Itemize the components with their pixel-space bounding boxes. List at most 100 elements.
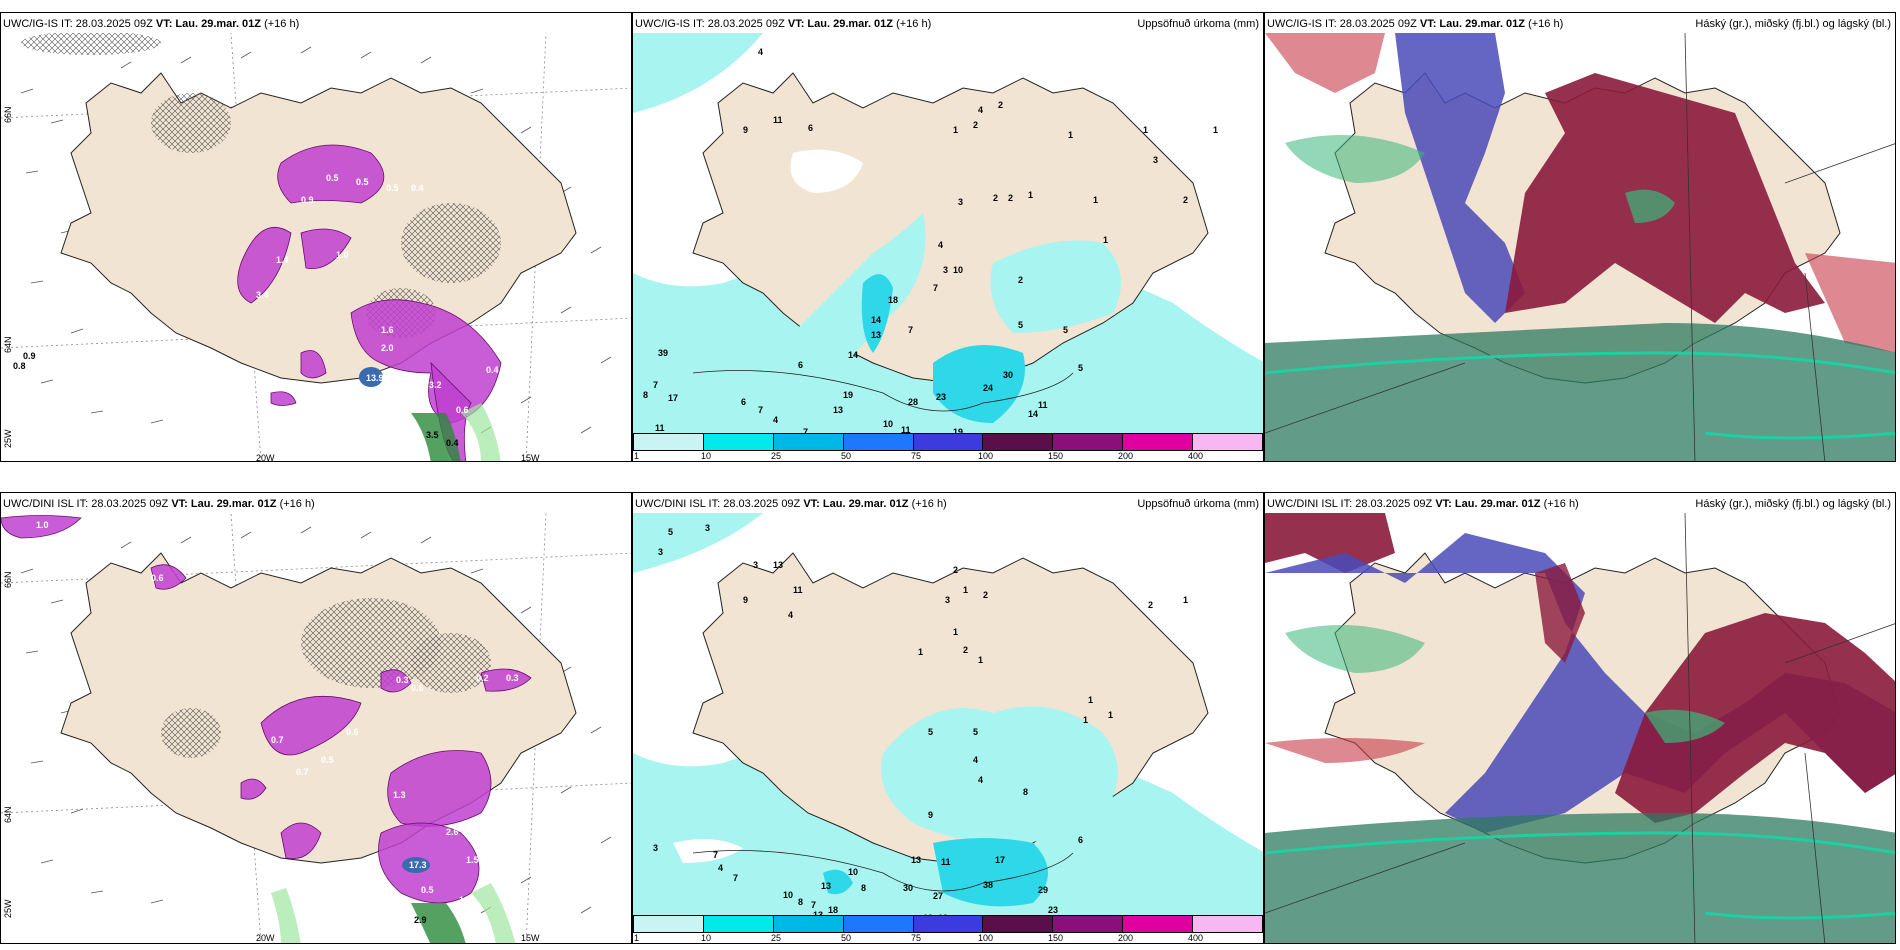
colorbar-segment: [843, 434, 914, 450]
value-label: 2: [1008, 193, 1013, 203]
value-label: 7: [908, 325, 913, 335]
panel-header: UWC/IG-IS IT: 28.03.2025 09Z VT: Lau. 29…: [1267, 15, 1891, 33]
lon-label: 20W: [256, 933, 275, 943]
value-label: 11: [941, 857, 951, 867]
value-label: 0.3: [396, 675, 409, 685]
value-label: 9: [743, 595, 748, 605]
map-canvas[interactable]: [1265, 513, 1896, 944]
value-label: 30: [903, 883, 913, 893]
lat-label: 25W: [3, 429, 13, 448]
value-label: 0.6: [151, 573, 164, 583]
value-label: 29: [1038, 885, 1048, 895]
colorbar-tick: 1: [634, 451, 640, 461]
valid-time: VT: Lau. 29.mar. 01Z: [1419, 18, 1526, 30]
colorbar-tick: 75: [911, 933, 922, 943]
colorbar-segment: [913, 916, 984, 932]
colorbar-tick: 150: [1048, 933, 1064, 943]
value-label: 1: [1093, 195, 1098, 205]
colorbar-segment: [703, 916, 774, 932]
value-label: 2: [1148, 600, 1153, 610]
lon-label: 15W: [521, 453, 540, 462]
value-label: 24: [983, 383, 993, 393]
value-label: 3: [943, 265, 948, 275]
value-label: 10: [848, 867, 858, 877]
lead-time: (+16 h): [896, 18, 932, 30]
map-panel-r1-precip: UWC/IG-IS IT: 28.03.2025 09Z VT: Lau. 29…: [632, 12, 1264, 462]
lat-label: 64N: [3, 336, 13, 353]
value-label: 7: [758, 405, 763, 415]
value-label: 1.0: [336, 250, 349, 260]
value-label: 14: [1028, 409, 1038, 419]
colorbar-tick: 10: [701, 933, 712, 943]
colorbar-segment: [773, 916, 844, 932]
map-canvas[interactable]: [1265, 33, 1896, 462]
colorbar-segment: [634, 434, 704, 450]
colorbar-segment: [634, 916, 704, 932]
value-label: 1: [1213, 125, 1218, 135]
value-label: 13: [773, 560, 783, 570]
value-label: 30: [1003, 370, 1013, 380]
colorbar-tick: 400: [1188, 933, 1204, 943]
colorbar-tick: 200: [1118, 933, 1134, 943]
map-canvas[interactable]: 1.0 0.6 0.3 0.2 0.3 0.6 0.7 0.6 0.7 0.5 …: [1, 513, 632, 944]
value-label: 27: [933, 891, 943, 901]
value-label: 0.9: [23, 351, 36, 361]
valid-time: VT: Lau. 29.mar. 01Z: [155, 18, 262, 30]
value-label: 13.9: [366, 373, 384, 383]
panel-header: UWC/IG-IS IT: 28.03.2025 09Z VT: Lau. 29…: [635, 15, 1259, 33]
value-label: 10: [953, 265, 963, 275]
lead-time: (+16 h): [911, 498, 947, 510]
value-label: 1: [1028, 190, 1033, 200]
map-canvas[interactable]: 0.5 0.5 0.5 0.4 0.9 1.4 1.0 3.4 1.6 2.0 …: [1, 33, 632, 462]
value-label: 0.9: [301, 195, 314, 205]
value-label: 0.5: [421, 885, 434, 895]
lon-label: 20W: [256, 453, 275, 462]
value-label: 11: [901, 425, 911, 435]
value-label: 8: [798, 897, 803, 907]
map-panel-r2-clouds: UWC/DINI ISL IT: 28.03.2025 09Z VT: Lau.…: [1264, 492, 1896, 944]
colorbar-segment: [983, 434, 1054, 450]
value-label: 9: [928, 810, 933, 820]
panel-title: UWC/IG-IS IT: 28.03.2025 09Z: [1267, 18, 1417, 30]
panel-header: UWC/DINI ISL IT: 28.03.2025 09Z VT: Lau.…: [635, 495, 1259, 513]
value-label: 13: [833, 405, 843, 415]
map-canvas[interactable]: 4 9 11 6 1 2 4 2 1 1 3 2 2 1 3 4 3 10 7 …: [633, 33, 1264, 443]
value-label: 7: [811, 900, 816, 910]
value-label: 1: [953, 627, 958, 637]
value-label: 4: [978, 105, 983, 115]
valid-time: VT: Lau. 29.mar. 01Z: [171, 498, 277, 510]
panel-header: UWC/DINI ISL IT: 28.03.2025 09Z VT: Lau.…: [3, 495, 627, 513]
map-canvas[interactable]: 5 3 3 3 13 11 9 4 2 1 3 2 1 1 1 2 1 5 5 …: [633, 513, 1264, 925]
colorbar-segment: [1053, 434, 1124, 450]
map-panel-r2-precip: UWC/DINI ISL IT: 28.03.2025 09Z VT: Lau.…: [632, 492, 1264, 944]
lat-label: 64N: [3, 806, 13, 823]
value-label: 4: [978, 775, 983, 785]
lat-label: 25W: [3, 899, 13, 918]
value-label: 1: [1083, 715, 1088, 725]
value-label: 5: [1018, 320, 1023, 330]
value-label: 0.4: [486, 365, 499, 375]
value-label: 4: [758, 47, 763, 57]
value-label: 5: [928, 727, 933, 737]
value-label: 2: [973, 120, 978, 130]
value-label: 4: [773, 415, 778, 425]
value-label: 8: [1023, 787, 1028, 797]
colorbar-tick: 25: [771, 451, 782, 461]
colorbar-segment: [983, 916, 1054, 932]
colorbar-tick: 10: [701, 451, 712, 461]
value-label: 1: [1088, 695, 1093, 705]
panel-title: UWC/IG-IS IT: 28.03.2025 09Z: [3, 18, 153, 30]
value-label: 0.5: [356, 177, 369, 187]
value-label: 0.5: [326, 173, 339, 183]
value-label: 2: [1183, 195, 1188, 205]
panel-title: UWC/IG-IS IT: 28.03.2025 09Z: [635, 18, 785, 30]
value-label: 2: [993, 193, 998, 203]
value-label: 4: [788, 610, 793, 620]
value-label: 28: [908, 397, 918, 407]
value-label: 2: [953, 565, 958, 575]
value-label: 3: [958, 197, 963, 207]
lead-time: (+16 h): [1543, 498, 1579, 510]
value-label: 5: [1063, 325, 1068, 335]
valid-time: VT: Lau. 29.mar. 01Z: [1435, 498, 1541, 510]
value-label: 0.6: [346, 727, 359, 737]
